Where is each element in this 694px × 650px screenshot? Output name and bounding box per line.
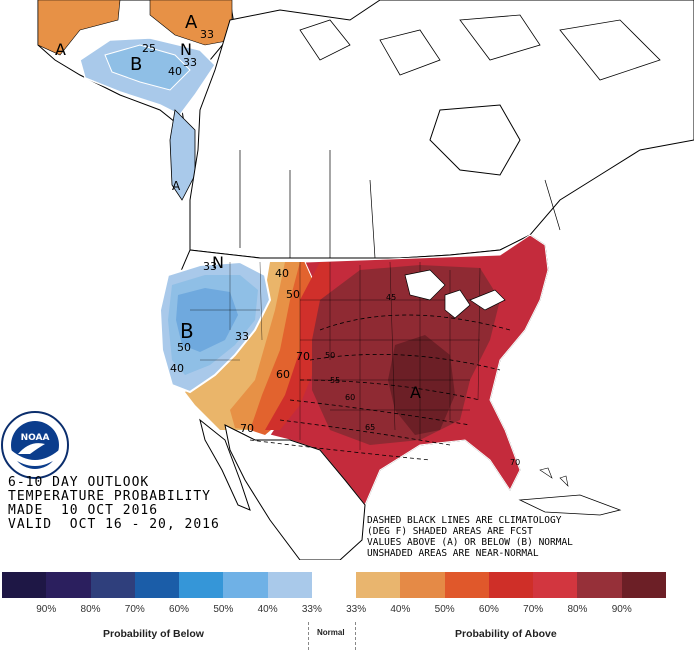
legend-tick-label: 90% [36,604,57,615]
contour-label: 40 [170,362,184,375]
legend-tick-label: 70% [124,604,145,615]
baja [199,418,251,511]
contour-label: 40 [168,65,182,78]
bc-coast [169,109,196,201]
legend-swatch [267,572,313,598]
province-borders [239,150,561,259]
legend-swatch [46,572,92,598]
great-lakes [404,269,506,319]
contour-label: 50 [177,341,191,354]
notes-line-4: UNSHADED AREAS ARE NEAR-NORMAL [367,548,539,559]
state-borders [190,261,481,450]
climatology-label: 60 [345,393,355,402]
label-west-b: B [180,319,194,343]
contour-label: 60 [276,368,290,381]
mexico-land [224,424,366,560]
climatology-lines [249,314,511,461]
legend-divider-left [308,622,309,650]
legend-swatch [134,572,180,598]
legend-tick-label: 40% [257,604,278,615]
contour-label: 50 [286,288,300,301]
legend-tick-label: 60% [478,604,499,615]
label-alaska-b: B [130,54,142,75]
noaa-logo-text: NOAA [21,433,50,443]
noaa-logo-icon: NOAA [1,411,69,479]
contour-labels: 33 25 40 33 33 40 50 33 50 40 70 60 70 [142,28,310,435]
legend-swatch [577,572,623,598]
contour-label: 40 [275,267,289,280]
legend-swatch [621,572,667,598]
outlook-title-block: 6-10 DAY OUTLOOK TEMPERATURE PROBABILITY M… [8,476,220,532]
legend-swatch [179,572,224,598]
contour-label: 70 [240,422,254,435]
notes-line-1: DASHED BLACK LINES ARE CLIMATOLOGY [367,515,562,526]
outlook-title-line-4: VALID OCT 16 - 20, 2016 [8,517,220,532]
map-notes: DASHED BLACK LINES ARE CLIMATOLOGY (DEG F… [367,515,573,559]
alaska-above-north [149,0,233,46]
contour-label: 70 [296,350,310,363]
legend-swatch [444,572,490,598]
legend-swatch [90,572,136,598]
cuba [518,494,622,516]
contour-label: 33 [235,330,249,343]
legend-swatch [356,572,401,598]
climatology-label: 45 [386,293,396,302]
legend-tick-label: 70% [523,604,544,615]
west-below-50 [176,288,238,352]
legend-swatch [2,572,47,598]
east-above-60-ring [265,262,330,430]
legend-tick-label: 40% [390,604,411,615]
contour-label: 33 [200,28,214,41]
legend-tick-label: 50% [213,604,234,615]
arctic-islands [299,14,661,81]
label-alaska-n: N [180,40,192,59]
legend-tick-label: 50% [434,604,455,615]
legend-tick-label: 80% [567,604,588,615]
label-alaska-a-north: A [185,12,198,33]
climatology-labels: 45 50 55 60 65 70 [325,293,520,467]
notes-line-3: VALUES ABOVE (A) OR BELOW (B) NORMAL [367,537,573,548]
label-panhandle-a: A [172,179,181,193]
climatology-label: 55 [330,376,340,385]
outlook-title-line-3: MADE 10 OCT 2016 [8,503,159,518]
alaska-above-region [37,0,121,56]
legend-swatch [533,572,578,598]
probability-legend: 90% 80% 70% 60% 50% 40% 33% 33% 40% 50% 60% 70% 80% 9… [0,572,694,650]
legend-swatch [488,572,534,598]
hudson-bay [429,104,521,176]
legend-swatch [311,572,357,598]
bahamas [539,467,569,487]
outlook-map: A A B N N B A A 33 25 40 33 33 40 50 33 … [37,0,694,560]
legend-swatch [223,572,269,598]
label-central-a: A [410,383,421,402]
legend-swatch [400,572,446,598]
legend-tick-label: 33% [346,604,367,615]
outlook-title-line-1: 6-10 DAY OUTLOOK [8,475,150,490]
contour-label: 33 [203,260,217,273]
alaska-below-inner [104,44,191,91]
climatology-label: 50 [325,351,335,360]
legend-tick-label: 33% [301,604,322,615]
notes-line-2: (DEG F) SHADED AREAS ARE FCST [367,526,533,537]
legend-tick-label: 90% [611,604,632,615]
legend-divider-right [355,622,356,650]
climatology-label: 65 [365,423,375,432]
outlook-title-line-2: TEMPERATURE PROBABILITY [8,489,212,504]
legend-below-caption: Probability of Below [103,628,204,640]
contour-label: 33 [183,56,197,69]
contour-label: 25 [142,42,156,55]
legend-normal-caption: Normal [317,628,345,637]
label-west-n: N [212,253,224,272]
legend-tick-label: 60% [169,604,190,615]
label-alaska-a-west: A [55,40,66,59]
legend-above-caption: Probability of Above [455,628,557,640]
climatology-label: 70 [510,458,520,467]
legend-tick-label: 80% [80,604,101,615]
